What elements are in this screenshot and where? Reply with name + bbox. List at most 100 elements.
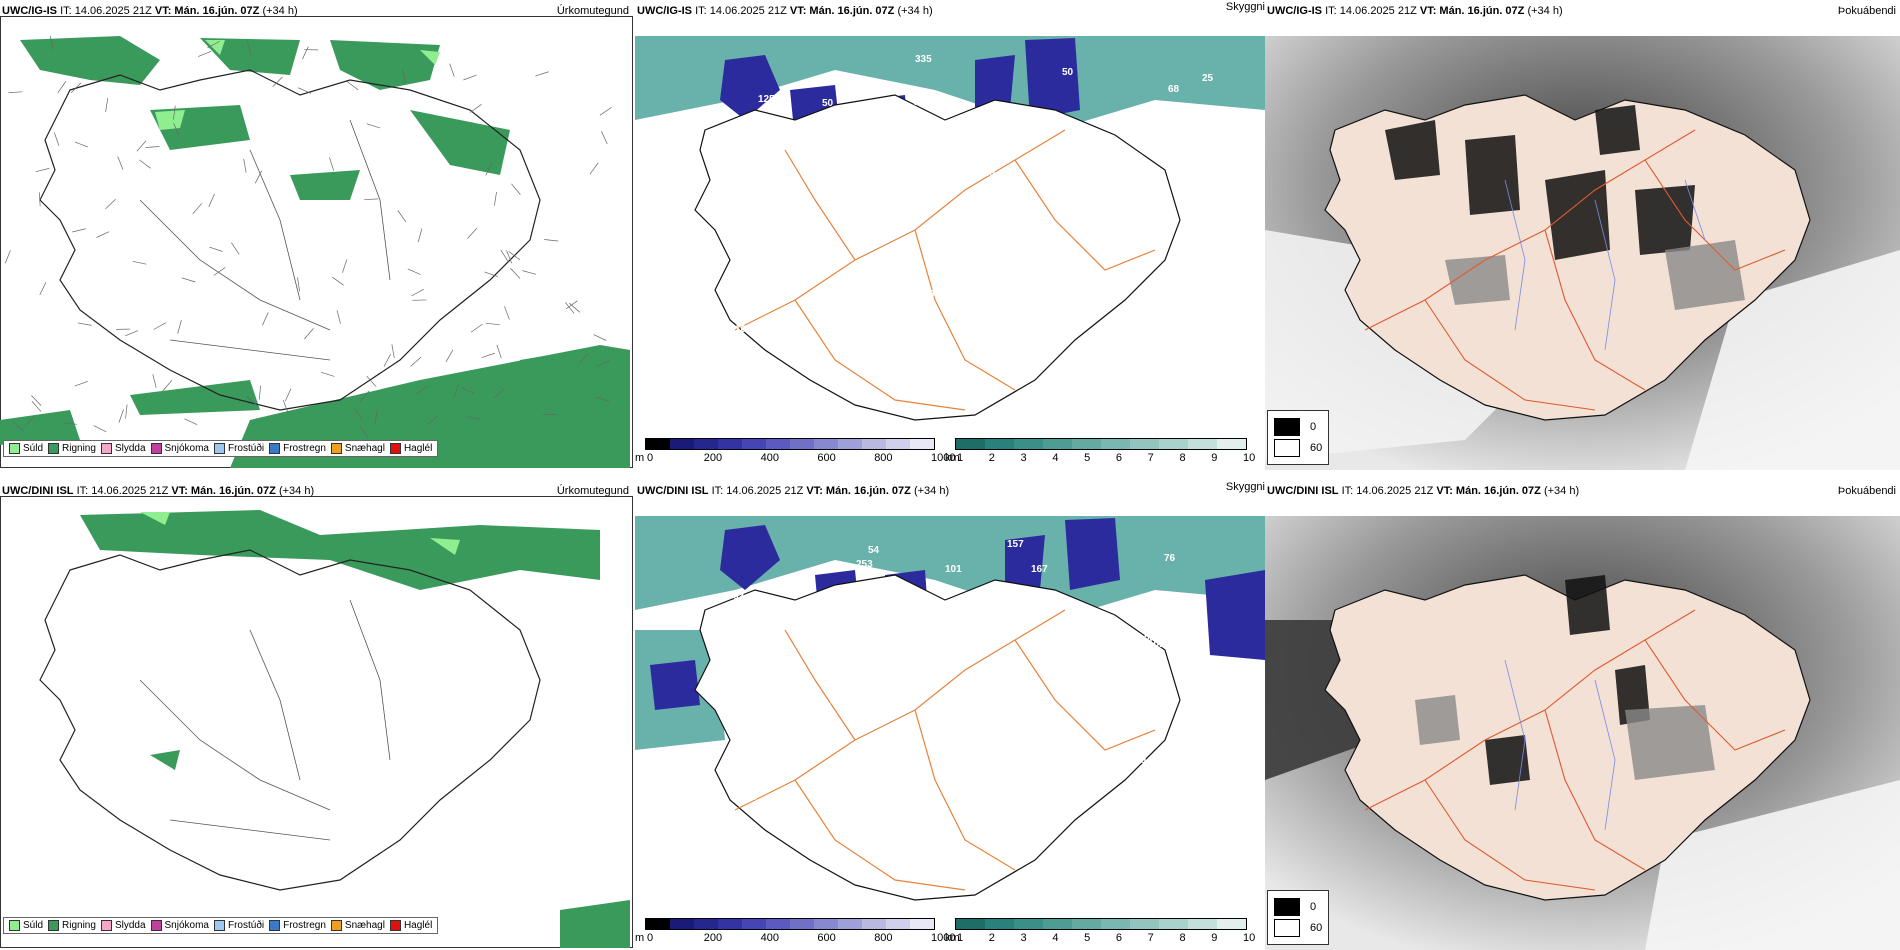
wind-barb [569,302,581,313]
colorbar-tick: 4 [1052,932,1059,944]
cloud-base-label: 51 [1138,106,1150,117]
legend-item: Frostregn [269,443,326,454]
panel-type-label: Skyggni [1225,481,1265,493]
colorbar-segment [1014,439,1043,449]
wind-barb [70,82,82,93]
wind-barb [192,203,203,215]
colorbar-segment [1130,439,1159,449]
wind-barb [152,374,157,388]
wind-barb [93,425,107,433]
cloud-base-label: 65 [1026,111,1038,122]
wind-barb [504,306,510,320]
legend-swatch [389,920,401,931]
colorbar-tick: 2 [988,932,995,944]
cloud-base-label: 680 [1153,285,1170,296]
wind-barb [589,162,599,175]
cloud-base-label: 132 [790,577,807,588]
cloud-base-label: 68 [1168,84,1180,95]
wind-barb [493,388,505,399]
colorbar-tick: 6 [1115,932,1122,944]
colorbar-tick: 400 [760,932,779,944]
cloud-base-label: 55 [858,767,870,778]
cloud-base-label: 811 [865,673,882,684]
colorbar-tick: 10 [1243,452,1256,464]
colorbar-strip [955,918,1247,930]
cloud-base-label: 99 [1185,614,1197,625]
colorbar-tick: 5 [1084,932,1091,944]
colorbar-segment [646,919,670,929]
fog-panel-row2: UWC/DINI ISL IT: 14.06.2025 21Z VT: Mán.… [1265,480,1900,950]
wind-barb [173,123,180,137]
colorbar-segment [886,919,910,929]
wind-barb [124,330,139,337]
cloud-base-label: 232 [1068,614,1085,625]
wind-barb [139,159,151,169]
legend-swatch [150,920,162,931]
cloud-base-label: 129 [1160,318,1177,329]
wind-barb [407,268,421,275]
legend-item: Snjókoma [150,920,209,931]
colorbar-segment [910,439,934,449]
panel-type-label: Skyggni [1225,1,1265,13]
wind-barb [254,170,262,184]
cloud-base-label: 101 [945,564,962,575]
wind-barb [162,380,173,392]
cloud-base-label: 54 [895,796,907,807]
colorbar-strip [955,438,1247,450]
cloud-base-label: 166 [967,334,984,345]
cloud-base-label: 81 [1119,318,1131,329]
wind-barb [213,267,226,276]
legend-swatch [330,920,342,931]
precip-panel-row1: UWC/IG-IS IT: 14.06.2025 21Z VT: Mán. 16… [0,0,635,470]
cloud-base-label: 113 [1087,767,1104,778]
cloud-base-label: 130 [825,257,842,268]
cloud-base-label: 84 [1015,800,1027,811]
wind-barb [259,385,261,400]
wind-barb [485,322,500,326]
wind-barb [246,40,252,55]
wind-barb [522,270,536,275]
wind-barb [417,228,423,243]
colorbar-tick: 0 [647,452,654,464]
cloud-base-label: 72 [1179,768,1191,779]
cloud-base-label: 59 [1188,639,1200,650]
wind-barb [320,371,335,377]
wind-barb [31,395,42,406]
cloud-base-label: 76 [1164,553,1176,564]
colorbar-segment [1159,439,1188,449]
cloud-base-label: 50 [746,792,758,803]
colorbar-segment [1072,439,1101,449]
cloud-base-label: 136 [753,265,770,276]
cloud-base-label: 50 [1062,67,1074,78]
panel-title: UWC/DINI ISL IT: 14.06.2025 21Z VT: Mán.… [2,485,315,497]
fog-key-row: 60 [1274,439,1322,457]
colorbar-segment [985,439,1014,449]
colorbar-segment [790,919,814,929]
wind-barb [564,302,575,314]
wind-barb [329,157,335,171]
cloud-base-label: 43 [909,176,921,187]
colorbar-segment [694,919,718,929]
cloud-base-label: 61 [915,159,927,170]
wind-barb [469,104,482,113]
colorbar-segment [766,919,790,929]
wind-barb [297,277,300,292]
wind-barb [153,322,167,330]
wind-barb [453,384,459,398]
wind-barb [364,198,379,201]
cloud-base-label: 253 [856,559,873,570]
wind-barb [284,388,292,402]
wind-barb [304,328,314,340]
colorbar-segment [1101,439,1130,449]
cloud-base-label: 50 [822,98,834,109]
legend-item: Slydda [100,443,146,454]
colorbar-tick: 800 [874,452,893,464]
wind-barb [173,105,176,120]
wind-barb [63,422,78,425]
precip-map [0,35,630,468]
cloud-base-label: 101 [1148,639,1165,650]
cloud-base-label: 167 [1031,564,1048,575]
wind-barb [359,390,370,402]
legend-swatch [269,920,281,931]
colorbar-tick: 1000 [931,452,956,464]
